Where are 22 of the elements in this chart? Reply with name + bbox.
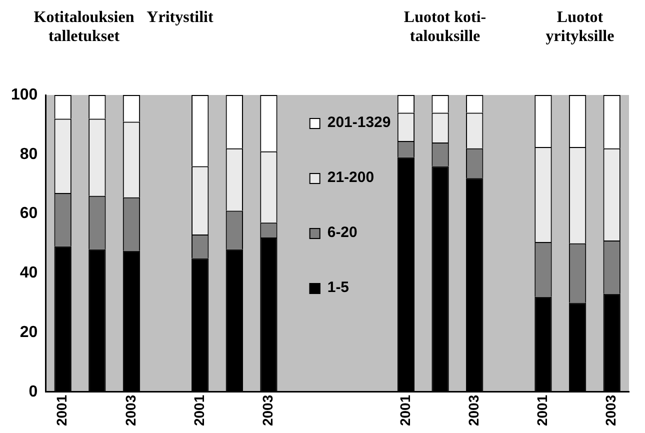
x-tick-label: 2001 (54, 394, 70, 426)
x-tick-label: 2003 (260, 394, 276, 426)
x-tick-label: 2001 (396, 394, 413, 426)
y-tick-label: 80 (20, 146, 38, 163)
y-tick-label: 100 (10, 86, 38, 104)
y-tick-label: 20 (20, 324, 38, 341)
legend-label: 6-20 (327, 224, 358, 242)
x-tick-label: 2001 (190, 394, 207, 426)
x-tick-label: 2003 (465, 394, 482, 426)
y-tick-label: 0 (28, 383, 38, 400)
legend-label: 201-1329 (327, 114, 391, 132)
legend-label: 21-200 (327, 169, 374, 186)
text: Luotot yrityksille (546, 9, 614, 46)
y-tick-label: 60 (20, 205, 38, 222)
text: Luotot koti- talouksille (404, 9, 486, 46)
text: Yritystilit (146, 9, 214, 26)
x-tick-label: 2003 (602, 394, 619, 426)
y-tick-label: 40 (20, 264, 38, 282)
x-tick-label: 2003 (122, 394, 138, 426)
legend-label: 1-5 (327, 279, 350, 296)
x-tick-label: 2001 (534, 394, 550, 426)
text: Kotitalouksien talletukset (34, 9, 134, 46)
